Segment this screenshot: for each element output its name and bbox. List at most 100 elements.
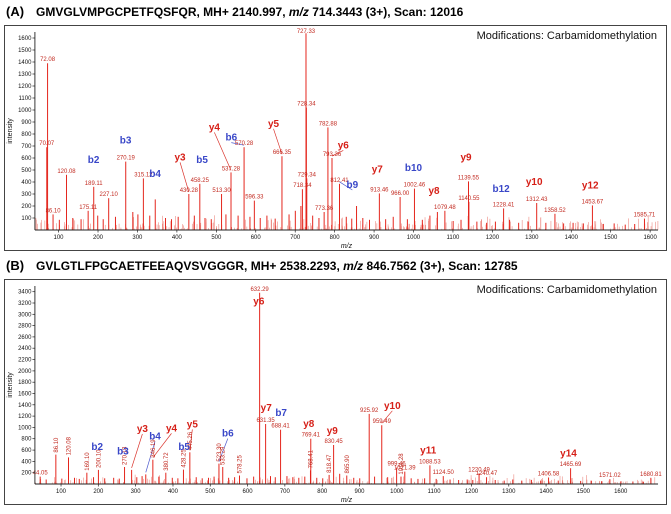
svg-text:b6: b6 bbox=[222, 428, 234, 439]
svg-text:458.25: 458.25 bbox=[191, 178, 210, 184]
svg-text:120.08: 120.08 bbox=[57, 169, 76, 175]
svg-text:y9: y9 bbox=[460, 152, 472, 163]
svg-text:1571.02: 1571.02 bbox=[599, 473, 621, 479]
svg-text:1400: 1400 bbox=[565, 235, 579, 241]
svg-text:900: 900 bbox=[21, 120, 32, 126]
svg-text:y14: y14 bbox=[560, 448, 577, 459]
svg-text:1500: 1500 bbox=[18, 48, 32, 54]
svg-text:865.90: 865.90 bbox=[345, 454, 351, 473]
panel-a-title-post: 714.3443 (3+), Scan: 12016 bbox=[308, 5, 464, 19]
svg-text:600: 600 bbox=[21, 156, 32, 162]
svg-text:300: 300 bbox=[21, 192, 32, 198]
panel-b-title-post: 846.7562 (3+), Scan: 12785 bbox=[363, 259, 518, 273]
svg-text:500: 500 bbox=[211, 235, 222, 241]
svg-text:270.18: 270.18 bbox=[123, 446, 129, 465]
svg-text:1000: 1000 bbox=[18, 425, 32, 431]
svg-text:578.25: 578.25 bbox=[237, 454, 243, 473]
svg-text:666.35: 666.35 bbox=[273, 150, 292, 156]
svg-text:1500: 1500 bbox=[577, 489, 591, 495]
svg-text:1124.50: 1124.50 bbox=[433, 470, 455, 476]
svg-text:800: 800 bbox=[330, 235, 341, 241]
svg-text:100: 100 bbox=[54, 235, 65, 241]
svg-text:y5: y5 bbox=[187, 419, 199, 430]
svg-text:intensity: intensity bbox=[7, 118, 14, 144]
svg-text:70.07: 70.07 bbox=[39, 141, 55, 147]
svg-text:400: 400 bbox=[21, 459, 32, 465]
svg-text:600: 600 bbox=[251, 235, 262, 241]
svg-text:3000: 3000 bbox=[18, 312, 32, 318]
svg-text:782.88: 782.88 bbox=[319, 121, 338, 127]
svg-text:b12: b12 bbox=[493, 184, 511, 195]
panel-b-spectrum-chart: 44.05 86.10 120.08 169.10 200.10 270.18 346.19… bbox=[7, 286, 662, 504]
svg-text:380.72: 380.72 bbox=[164, 452, 170, 471]
svg-text:b7: b7 bbox=[275, 408, 287, 419]
svg-text:120.08: 120.08 bbox=[67, 436, 73, 455]
svg-text:b5: b5 bbox=[196, 155, 208, 166]
svg-text:270.19: 270.19 bbox=[117, 156, 136, 162]
svg-text:700: 700 bbox=[21, 144, 32, 150]
panel-a-plot-box: Modifications: Carbamidomethylation 72.0… bbox=[4, 25, 667, 251]
svg-text:y12: y12 bbox=[582, 181, 599, 192]
svg-text:1300: 1300 bbox=[502, 489, 516, 495]
svg-text:315.12: 315.12 bbox=[134, 172, 153, 178]
svg-text:b6: b6 bbox=[226, 133, 238, 144]
svg-text:100: 100 bbox=[21, 216, 32, 222]
svg-text:537.28: 537.28 bbox=[222, 166, 241, 172]
svg-text:189.11: 189.11 bbox=[85, 181, 104, 187]
svg-text:200.10: 200.10 bbox=[96, 449, 102, 468]
svg-text:632.29: 632.29 bbox=[250, 287, 269, 293]
svg-text:1228.41: 1228.41 bbox=[493, 202, 515, 208]
svg-text:y7: y7 bbox=[261, 403, 273, 414]
svg-text:y4: y4 bbox=[166, 423, 178, 434]
svg-text:m/z: m/z bbox=[341, 497, 353, 504]
panel-a-title-pre: GMVGLVMPGCPETFQSFQR, MH+ 2140.997, bbox=[36, 5, 289, 19]
svg-text:800: 800 bbox=[21, 437, 32, 443]
svg-text:1358.52: 1358.52 bbox=[544, 208, 566, 214]
svg-text:1400: 1400 bbox=[539, 489, 553, 495]
svg-text:1500: 1500 bbox=[604, 235, 618, 241]
svg-text:1139.55: 1139.55 bbox=[458, 175, 480, 181]
svg-text:1600: 1600 bbox=[643, 235, 657, 241]
svg-text:200: 200 bbox=[93, 235, 104, 241]
svg-text:1200: 1200 bbox=[465, 489, 479, 495]
svg-text:400: 400 bbox=[168, 489, 179, 495]
svg-text:769.41: 769.41 bbox=[302, 433, 321, 439]
svg-text:700: 700 bbox=[290, 235, 301, 241]
svg-text:2200: 2200 bbox=[18, 357, 32, 363]
svg-text:1000: 1000 bbox=[407, 235, 421, 241]
svg-text:b3: b3 bbox=[117, 447, 129, 458]
svg-text:1465.69: 1465.69 bbox=[560, 462, 582, 468]
svg-text:1680.81: 1680.81 bbox=[640, 472, 662, 478]
svg-text:200: 200 bbox=[21, 204, 32, 210]
svg-text:3200: 3200 bbox=[18, 301, 32, 307]
svg-text:y6: y6 bbox=[338, 140, 350, 151]
svg-text:445.26: 445.26 bbox=[188, 431, 194, 450]
svg-text:1312.43: 1312.43 bbox=[526, 197, 548, 203]
svg-text:346.19: 346.19 bbox=[151, 439, 157, 458]
svg-text:1300: 1300 bbox=[525, 235, 539, 241]
panel-b-letter: (B) bbox=[6, 258, 25, 273]
svg-text:y4: y4 bbox=[209, 122, 221, 133]
svg-text:1220.49: 1220.49 bbox=[468, 467, 490, 473]
svg-text:1000: 1000 bbox=[18, 108, 32, 114]
svg-text:830.45: 830.45 bbox=[324, 439, 343, 445]
svg-text:773.36: 773.36 bbox=[315, 206, 334, 212]
svg-text:y10: y10 bbox=[384, 401, 401, 412]
svg-text:768.41: 768.41 bbox=[308, 449, 314, 468]
svg-text:2600: 2600 bbox=[18, 335, 32, 341]
panel-b-title-pre: GVLGTLFPGCAETFEEAQVSVGGGR, MH+ 2538.2293… bbox=[36, 259, 344, 273]
svg-text:169.10: 169.10 bbox=[85, 452, 91, 471]
svg-text:b4: b4 bbox=[149, 169, 161, 180]
svg-text:b5: b5 bbox=[178, 442, 190, 453]
svg-text:1400: 1400 bbox=[18, 403, 32, 409]
svg-text:b2: b2 bbox=[91, 442, 103, 453]
svg-text:428.25: 428.25 bbox=[181, 449, 187, 468]
panel-a: (A) GMVGLVMPGCPETFQSFQR, MH+ 2140.997, m… bbox=[4, 3, 667, 251]
svg-text:818.47: 818.47 bbox=[327, 454, 333, 473]
svg-text:1800: 1800 bbox=[18, 380, 32, 386]
svg-text:999.46: 999.46 bbox=[387, 462, 406, 468]
svg-text:523.30: 523.30 bbox=[217, 443, 223, 462]
panel-a-letter: (A) bbox=[6, 4, 25, 19]
svg-text:727.33: 727.33 bbox=[297, 29, 316, 35]
